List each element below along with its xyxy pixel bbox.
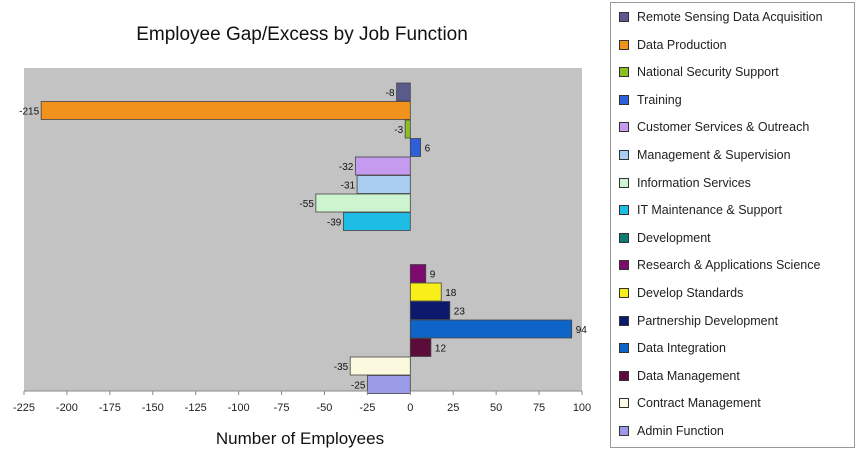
legend-item: Research & Applications Science bbox=[619, 255, 820, 275]
legend-item: Data Production bbox=[619, 35, 727, 55]
bar-9 bbox=[409, 264, 427, 283]
legend-swatch bbox=[619, 288, 629, 298]
bar-5 bbox=[356, 175, 411, 194]
bar-11 bbox=[409, 301, 451, 320]
legend-item: Partnership Development bbox=[619, 311, 778, 331]
data-label-10: 18 bbox=[445, 288, 457, 299]
x-tick-label-11: 50 bbox=[490, 402, 502, 414]
chart: Employee Gap/Excess by Job Function -8 -2… bbox=[13, 24, 591, 448]
legend-label: IT Maintenance & Support bbox=[637, 203, 782, 218]
legend-swatch bbox=[619, 232, 629, 243]
x-tick-label-1: -200 bbox=[56, 402, 78, 414]
x-tick-label-6: -75 bbox=[274, 402, 290, 414]
data-label-9: 9 bbox=[430, 270, 436, 281]
bar-6 bbox=[315, 193, 411, 213]
legend-swatch bbox=[619, 177, 629, 188]
legend-label: Customer Services & Outreach bbox=[637, 120, 810, 135]
legend-swatch bbox=[619, 94, 629, 105]
bar-7 bbox=[342, 212, 411, 231]
bar-13 bbox=[409, 338, 432, 357]
x-axis-label: Number of Employees bbox=[216, 429, 384, 448]
legend-swatch bbox=[619, 370, 629, 381]
legend-item: Remote Sensing Data Acquisition bbox=[619, 7, 823, 27]
data-label-15: -25 bbox=[351, 381, 366, 392]
legend-item: Data Management bbox=[619, 366, 740, 386]
bar-15 bbox=[366, 375, 411, 394]
data-label-7: -39 bbox=[327, 218, 342, 229]
legend-swatch bbox=[619, 315, 629, 326]
x-tick-label-10: 25 bbox=[447, 402, 459, 414]
x-tick-label-12: 75 bbox=[533, 402, 545, 414]
x-tick-label-9: 0 bbox=[407, 402, 413, 414]
x-tick-label-0: -225 bbox=[13, 402, 35, 414]
chart-title: Employee Gap/Excess by Job Function bbox=[136, 24, 468, 45]
legend-item: IT Maintenance & Support bbox=[619, 200, 782, 220]
legend-swatch bbox=[619, 398, 629, 409]
data-label-13: 12 bbox=[435, 344, 447, 355]
legend-item: Data Integration bbox=[619, 338, 726, 358]
legend-label: Develop Standards bbox=[637, 286, 744, 300]
legend-swatch bbox=[619, 343, 629, 354]
data-label-12: 94 bbox=[576, 325, 588, 336]
bar-0 bbox=[396, 82, 411, 102]
bar-14 bbox=[349, 356, 411, 376]
legend-label: Development bbox=[637, 230, 711, 245]
legend-label: Information Services bbox=[637, 175, 751, 190]
legend-item: Management & Supervision bbox=[619, 145, 791, 165]
legend-swatch bbox=[619, 39, 629, 50]
legend-item: Information Services bbox=[619, 173, 751, 193]
legend-item: Customer Services & Outreach bbox=[619, 117, 809, 137]
bar-3 bbox=[409, 138, 422, 157]
data-label-4: -32 bbox=[339, 162, 354, 173]
legend-label: Remote Sensing Data Acquisition bbox=[637, 10, 823, 24]
data-label-2: -3 bbox=[394, 125, 403, 136]
legend-swatch bbox=[619, 260, 629, 271]
x-tick-label-5: -100 bbox=[228, 402, 250, 414]
legend-swatch bbox=[619, 12, 629, 22]
legend-label: Admin Function bbox=[637, 424, 724, 438]
x-tick-label-3: -150 bbox=[142, 402, 164, 414]
legend-item: Training bbox=[619, 90, 682, 110]
legend: Remote Sensing Data Acquisition Data Prod… bbox=[610, 2, 855, 448]
legend-label: National Security Support bbox=[637, 65, 779, 80]
legend-swatch bbox=[619, 67, 629, 78]
data-label-3: 6 bbox=[425, 144, 431, 155]
bar-1 bbox=[40, 101, 411, 120]
legend-label: Training bbox=[637, 92, 682, 107]
legend-label: Data Production bbox=[637, 37, 727, 52]
legend-item: Develop Standards bbox=[619, 283, 743, 303]
x-tick-label-8: -25 bbox=[359, 402, 375, 414]
data-label-11: 23 bbox=[454, 307, 466, 318]
data-label-0: -8 bbox=[386, 88, 395, 99]
x-tick-label-2: -175 bbox=[99, 402, 121, 414]
legend-label: Data Integration bbox=[637, 341, 726, 356]
x-tick-label-4: -125 bbox=[185, 402, 207, 414]
legend-label: Data Management bbox=[637, 368, 740, 383]
legend-label: Management & Supervision bbox=[637, 148, 791, 162]
x-tick-label-13: 100 bbox=[573, 402, 591, 414]
legend-item: National Security Support bbox=[619, 62, 779, 82]
legend-label: Contract Management bbox=[637, 396, 761, 411]
data-label-14: -35 bbox=[334, 362, 349, 373]
data-label-1: -215 bbox=[19, 107, 39, 118]
legend-swatch bbox=[619, 122, 629, 133]
bar-2 bbox=[404, 119, 411, 139]
bar-4 bbox=[354, 156, 411, 176]
x-tick-label-7: -50 bbox=[317, 402, 333, 414]
legend-label: Partnership Development bbox=[637, 313, 779, 328]
legend-swatch bbox=[619, 205, 629, 216]
legend-item: Contract Management bbox=[619, 393, 761, 413]
data-label-5: -31 bbox=[341, 181, 356, 192]
legend-swatch bbox=[619, 150, 629, 160]
legend-item: Development bbox=[619, 228, 711, 248]
legend-swatch bbox=[619, 426, 629, 436]
legend-label: Research & Applications Science bbox=[637, 258, 821, 273]
bar-10 bbox=[409, 282, 442, 302]
legend-item: Admin Function bbox=[619, 421, 724, 441]
bar-12 bbox=[409, 319, 573, 339]
data-label-6: -55 bbox=[299, 199, 314, 210]
